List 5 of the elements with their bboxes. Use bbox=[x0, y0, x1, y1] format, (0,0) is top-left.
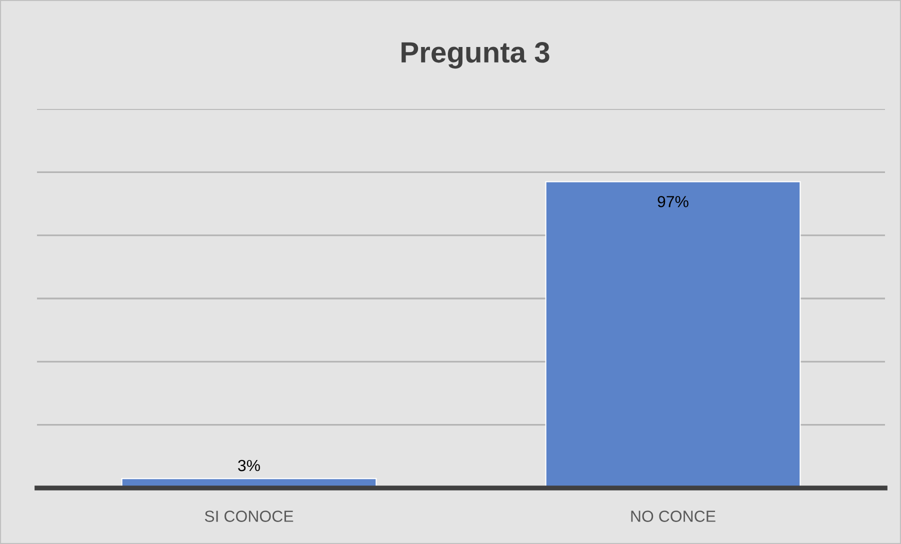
chart-title: Pregunta 3 bbox=[402, 42, 550, 69]
x-tick-label: SI CONOCE bbox=[204, 510, 294, 522]
data-label: 97% bbox=[658, 196, 688, 208]
data-label: 3% bbox=[238, 460, 260, 472]
x-tick-label: NO CONCE bbox=[631, 510, 716, 522]
